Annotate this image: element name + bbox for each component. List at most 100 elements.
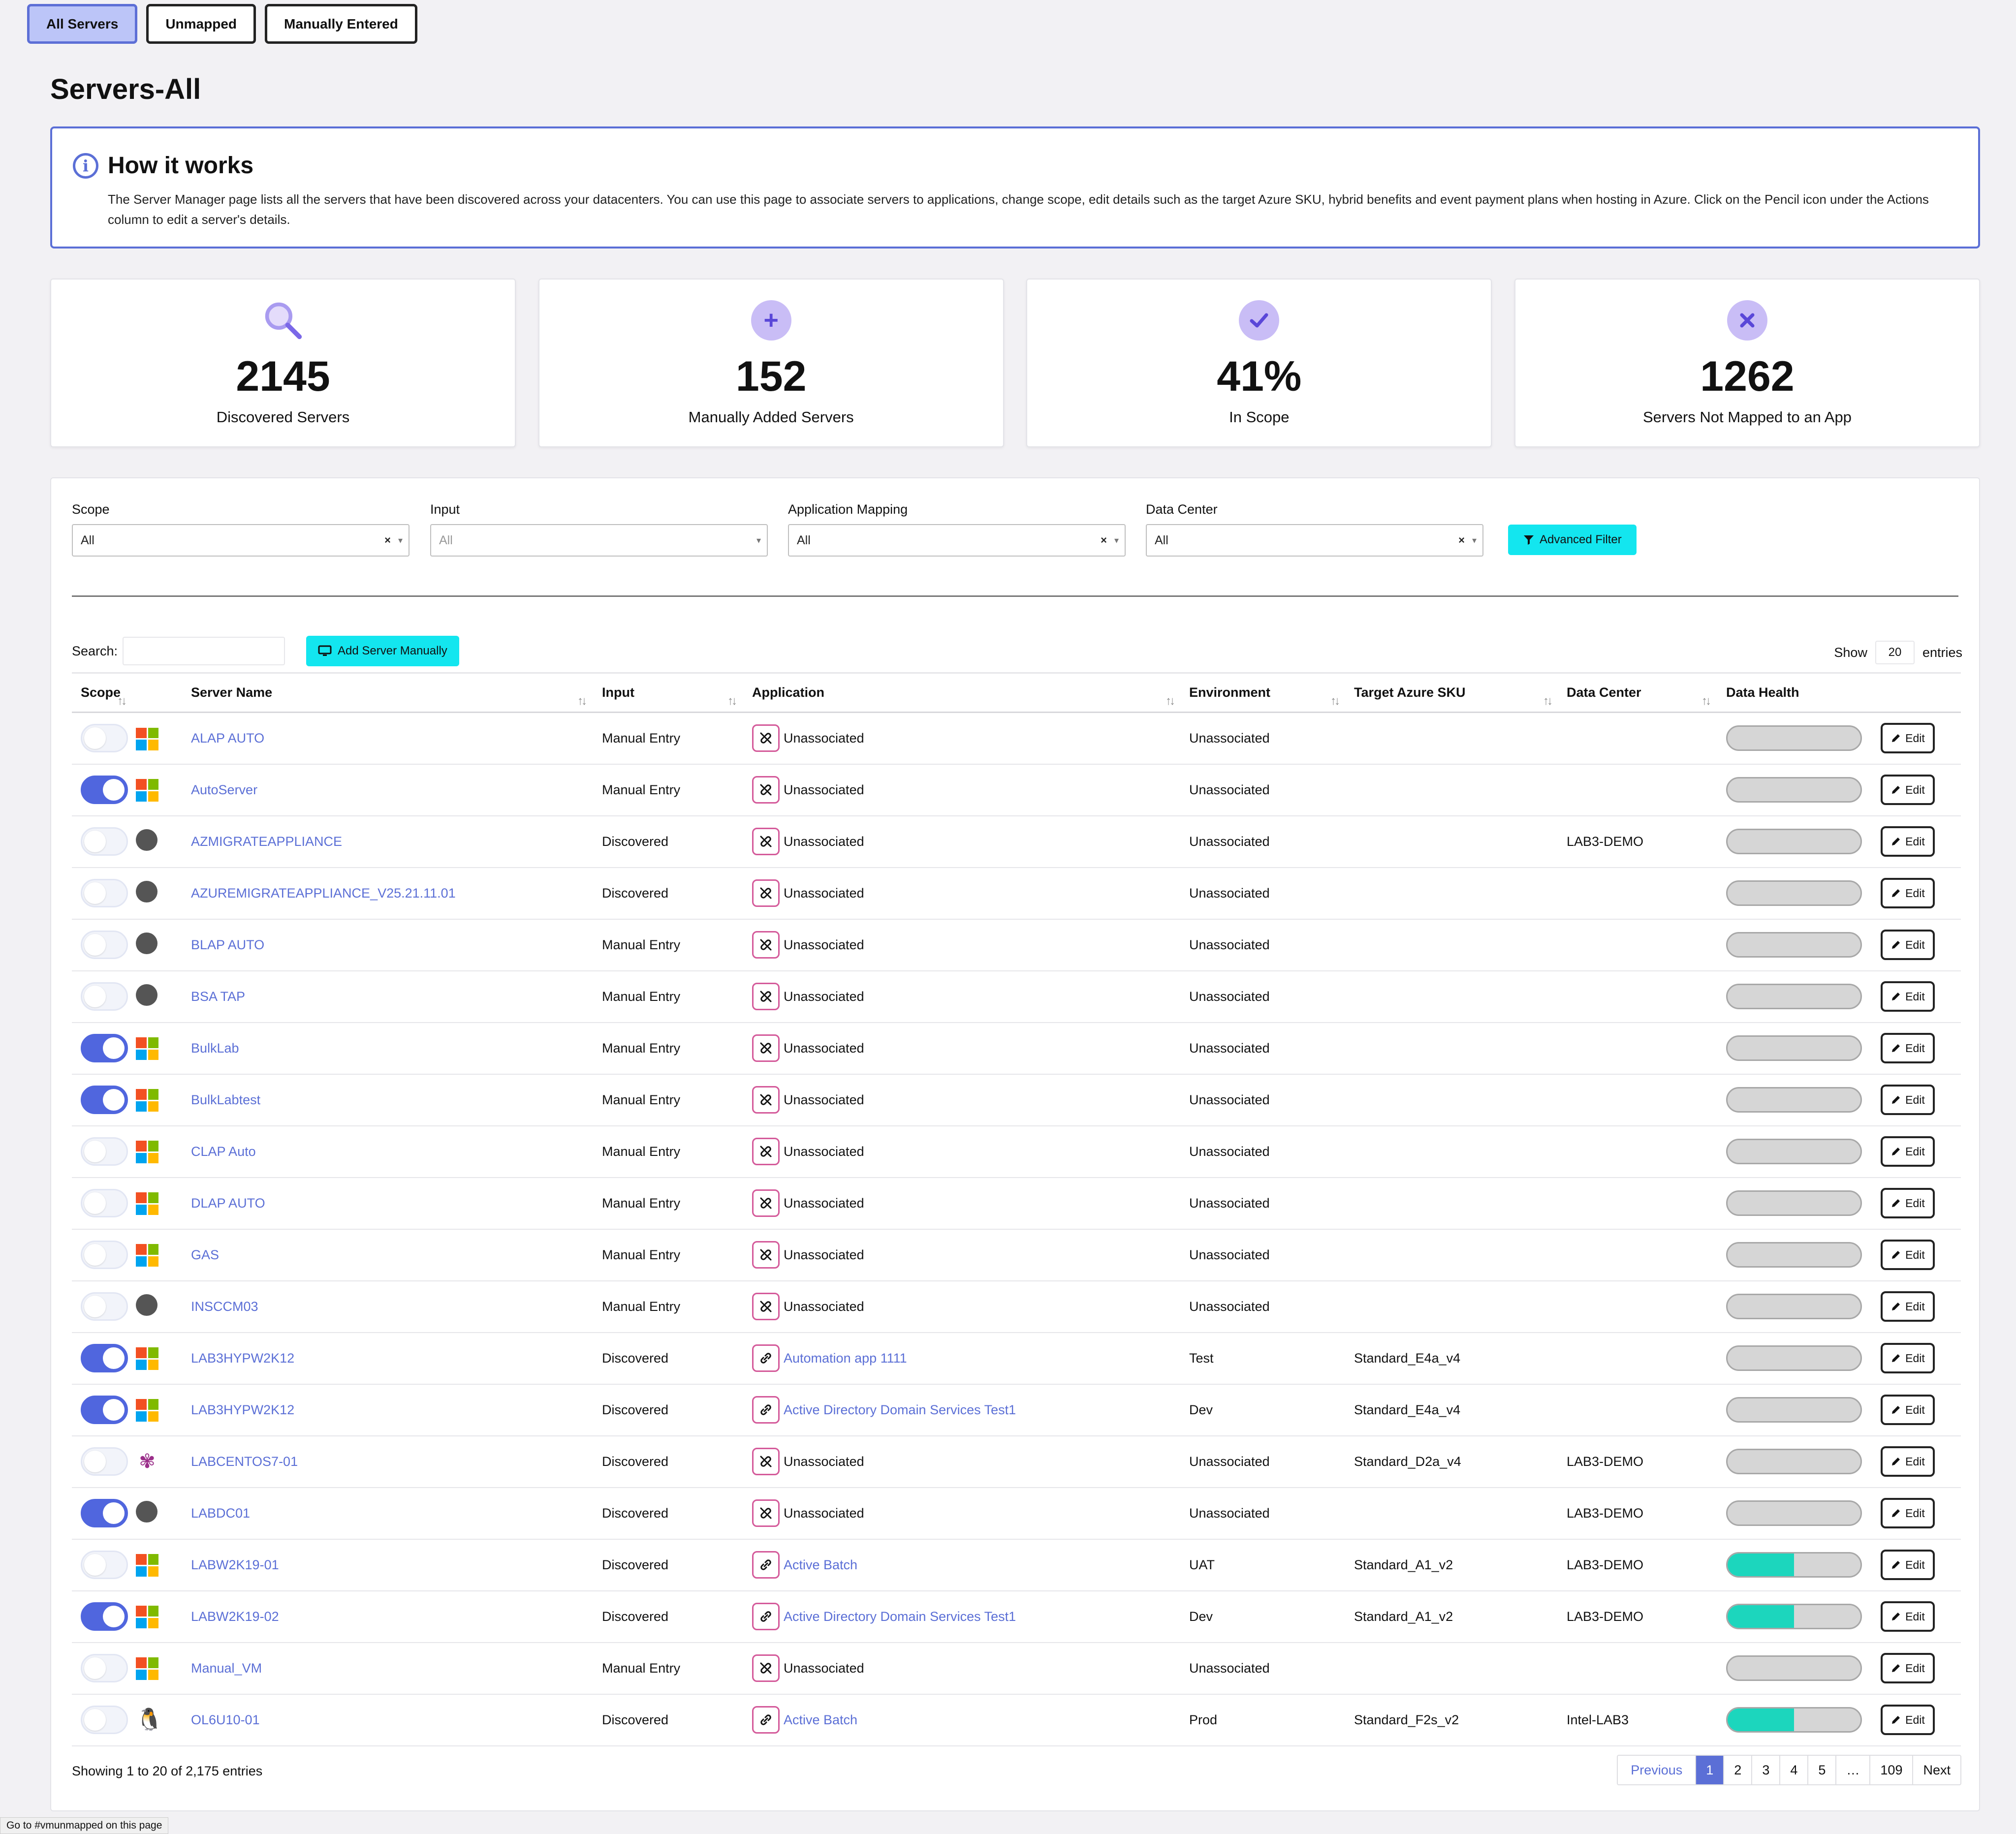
server-name-link[interactable]: AZUREMIGRATEAPPLIANCE_V25.21.11.01 xyxy=(191,885,456,901)
dropdown-arrow-icon[interactable]: ▾ xyxy=(1114,535,1119,545)
edit-button[interactable]: Edit xyxy=(1881,1653,1935,1683)
unlink-icon[interactable] xyxy=(752,1499,780,1527)
unlink-icon[interactable] xyxy=(752,931,780,959)
unlink-icon[interactable] xyxy=(752,1448,780,1475)
header-environment[interactable]: Environment ↑↓ xyxy=(1184,672,1349,713)
scope-toggle[interactable] xyxy=(81,1137,128,1166)
unlink-icon[interactable] xyxy=(752,1189,780,1217)
clear-icon[interactable]: × xyxy=(1101,534,1107,546)
scope-toggle[interactable] xyxy=(81,879,128,907)
server-name-link[interactable]: LAB3HYPW2K12 xyxy=(191,1402,295,1417)
edit-button[interactable]: Edit xyxy=(1881,878,1935,908)
server-name-link[interactable]: BSA TAP xyxy=(191,989,246,1004)
sort-icon[interactable]: ↑↓ xyxy=(1330,694,1340,708)
edit-button[interactable]: Edit xyxy=(1881,1550,1935,1580)
server-name-link[interactable]: LAB3HYPW2K12 xyxy=(191,1350,295,1366)
scope-toggle[interactable] xyxy=(81,1499,128,1527)
link-icon[interactable] xyxy=(752,1396,780,1424)
server-name-link[interactable]: INSCCM03 xyxy=(191,1299,258,1314)
edit-button[interactable]: Edit xyxy=(1881,1188,1935,1218)
scope-toggle[interactable] xyxy=(81,776,128,804)
scope-toggle[interactable] xyxy=(81,1602,128,1631)
input-select[interactable]: All ▾ xyxy=(430,524,768,557)
header-target-sku[interactable]: Target Azure SKU ↑↓ xyxy=(1349,672,1562,713)
scope-toggle[interactable] xyxy=(81,1189,128,1217)
scope-toggle[interactable] xyxy=(81,1654,128,1682)
server-name-link[interactable]: CLAP Auto xyxy=(191,1144,256,1159)
scope-toggle[interactable] xyxy=(81,1241,128,1269)
page-button[interactable]: 109 xyxy=(1870,1756,1914,1784)
link-icon[interactable] xyxy=(752,1344,780,1372)
server-name-link[interactable]: LABDC01 xyxy=(191,1505,251,1521)
edit-button[interactable]: Edit xyxy=(1881,1085,1935,1115)
edit-button[interactable]: Edit xyxy=(1881,1446,1935,1477)
unlink-icon[interactable] xyxy=(752,1654,780,1682)
page-button[interactable]: 2 xyxy=(1724,1756,1753,1784)
sort-icon[interactable]: ↑↓ xyxy=(1701,694,1711,708)
application-name[interactable]: Active Directory Domain Services Test1 xyxy=(784,1609,1016,1624)
scope-toggle[interactable] xyxy=(81,1344,128,1372)
unlink-icon[interactable] xyxy=(752,776,780,804)
link-icon[interactable] xyxy=(752,1551,780,1579)
scope-toggle[interactable] xyxy=(81,1292,128,1321)
header-server-name[interactable]: Server Name ↑↓ xyxy=(185,672,596,713)
server-name-link[interactable]: LABCENTOS7-01 xyxy=(191,1454,298,1469)
page-length-select[interactable]: 20 xyxy=(1875,641,1915,664)
application-mapping-select[interactable]: All × ▾ xyxy=(788,524,1126,557)
unlink-icon[interactable] xyxy=(752,1241,780,1269)
sort-icon[interactable]: ↑↓ xyxy=(1166,694,1175,708)
server-name-link[interactable]: Manual_VM xyxy=(191,1660,262,1676)
page-button[interactable]: 3 xyxy=(1752,1756,1781,1784)
search-input[interactable] xyxy=(123,637,285,665)
edit-button[interactable]: Edit xyxy=(1881,1136,1935,1167)
edit-button[interactable]: Edit xyxy=(1881,1240,1935,1270)
application-name[interactable]: Active Batch xyxy=(784,1712,858,1727)
server-name-link[interactable]: ALAP AUTO xyxy=(191,730,265,746)
edit-button[interactable]: Edit xyxy=(1881,723,1935,754)
advanced-filter-button[interactable]: Advanced Filter xyxy=(1508,525,1637,555)
scope-toggle[interactable] xyxy=(81,827,128,856)
tab-manually-entered[interactable]: Manually Entered xyxy=(265,4,417,44)
next-page-button[interactable]: Next xyxy=(1923,1762,1951,1777)
unlink-icon[interactable] xyxy=(752,983,780,1010)
edit-button[interactable]: Edit xyxy=(1881,1033,1935,1063)
dropdown-arrow-icon[interactable]: ▾ xyxy=(756,535,761,545)
edit-button[interactable]: Edit xyxy=(1881,1291,1935,1322)
edit-button[interactable]: Edit xyxy=(1881,1601,1935,1632)
clear-icon[interactable]: × xyxy=(1458,534,1465,546)
scope-toggle[interactable] xyxy=(81,1034,128,1062)
edit-button[interactable]: Edit xyxy=(1881,981,1935,1012)
unlink-icon[interactable] xyxy=(752,1086,780,1114)
clear-icon[interactable]: × xyxy=(384,534,391,546)
unlink-icon[interactable] xyxy=(752,828,780,855)
sort-icon[interactable]: ↑↓ xyxy=(117,694,127,708)
server-name-link[interactable]: BulkLabtest xyxy=(191,1092,261,1107)
sort-icon[interactable]: ↑↓ xyxy=(1543,694,1553,708)
page-button[interactable]: 1 xyxy=(1696,1756,1725,1784)
link-icon[interactable] xyxy=(752,1603,780,1630)
server-name-link[interactable]: AutoServer xyxy=(191,782,258,797)
scope-select[interactable]: All × ▾ xyxy=(72,524,410,557)
edit-button[interactable]: Edit xyxy=(1881,826,1935,857)
header-data-center[interactable]: Data Center ↑↓ xyxy=(1562,672,1720,713)
application-name[interactable]: Active Batch xyxy=(784,1557,858,1572)
server-name-link[interactable]: BulkLab xyxy=(191,1040,239,1056)
unlink-icon[interactable] xyxy=(752,724,780,752)
server-name-link[interactable]: OL6U10-01 xyxy=(191,1712,260,1727)
page-button[interactable]: 4 xyxy=(1780,1756,1809,1784)
sort-icon[interactable]: ↑↓ xyxy=(577,694,587,708)
previous-page-button[interactable]: Previous xyxy=(1618,1756,1697,1784)
edit-button[interactable]: Edit xyxy=(1881,1343,1935,1373)
server-name-link[interactable]: AZMIGRATEAPPLIANCE xyxy=(191,834,343,849)
server-name-link[interactable]: LABW2K19-02 xyxy=(191,1609,279,1624)
header-input[interactable]: Input ↑↓ xyxy=(596,672,746,713)
server-name-link[interactable]: GAS xyxy=(191,1247,220,1262)
application-name[interactable]: Active Directory Domain Services Test1 xyxy=(784,1402,1016,1417)
dropdown-arrow-icon[interactable]: ▾ xyxy=(398,535,403,545)
add-server-button[interactable]: Add Server Manually xyxy=(306,636,459,666)
sort-icon[interactable]: ↑↓ xyxy=(727,694,737,708)
dropdown-arrow-icon[interactable]: ▾ xyxy=(1472,535,1477,545)
edit-button[interactable]: Edit xyxy=(1881,775,1935,805)
unlink-icon[interactable] xyxy=(752,879,780,907)
scope-toggle[interactable] xyxy=(81,724,128,753)
